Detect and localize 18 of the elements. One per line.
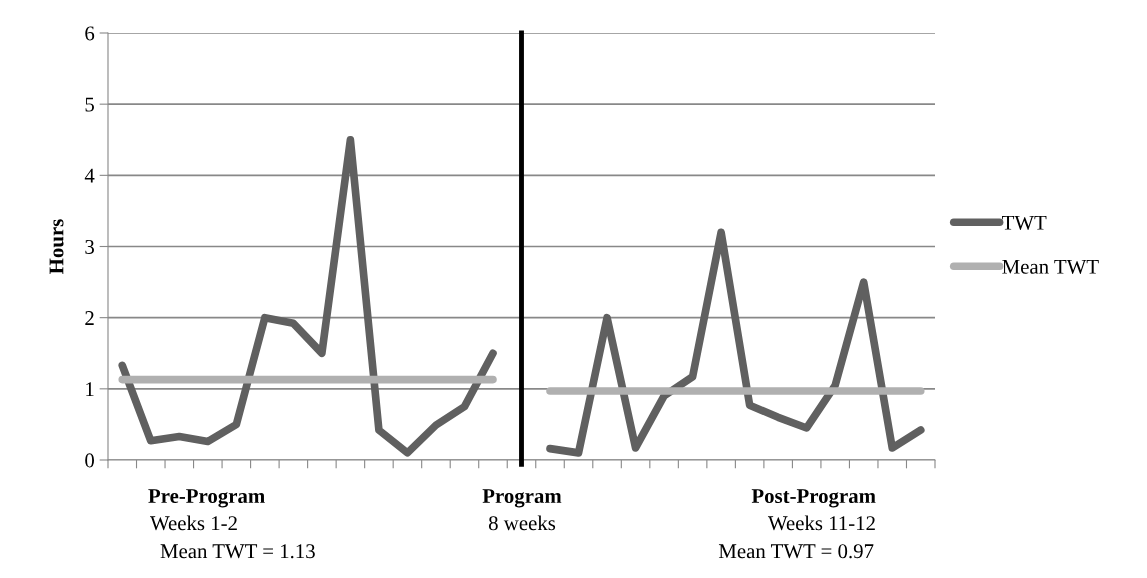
y-tick-label: 0 bbox=[85, 453, 95, 468]
y-tick-label: 4 bbox=[84, 168, 95, 183]
y-tick-label: 5 bbox=[85, 97, 94, 112]
text: 8 weeks bbox=[488, 515, 556, 531]
y-tick-label: 3 bbox=[85, 239, 94, 254]
y-tick-label: 6 bbox=[85, 26, 95, 41]
y-tick-label: 1 bbox=[86, 382, 94, 397]
text: Mean TWT = 1.13 bbox=[160, 544, 315, 559]
legend-label: Mean TWT bbox=[1002, 259, 1099, 274]
text: Post-Program bbox=[751, 489, 876, 508]
y-tick-label: 2 bbox=[85, 311, 94, 325]
text: Program bbox=[482, 489, 562, 508]
text: Pre-Program bbox=[148, 489, 265, 508]
text: Weeks 11-12 bbox=[767, 515, 875, 531]
text: Weeks 1-2 bbox=[150, 515, 237, 531]
legend-label: TWT bbox=[1002, 215, 1047, 230]
text: Mean TWT = 0.97 bbox=[718, 544, 874, 559]
y-axis-title: Hours bbox=[49, 219, 64, 274]
